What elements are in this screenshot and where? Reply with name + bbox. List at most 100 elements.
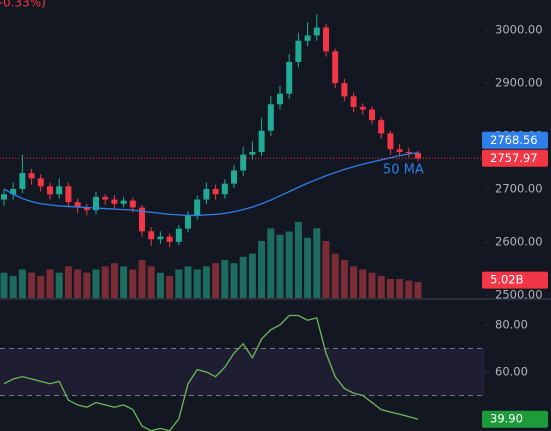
y-tick-label: 2900.00 xyxy=(495,76,543,90)
candle-body xyxy=(341,83,348,97)
rsi-value-box xyxy=(482,410,548,428)
candle-body xyxy=(350,96,357,107)
candle-body xyxy=(139,207,145,232)
volume-bar xyxy=(175,269,183,298)
volume-bar xyxy=(0,272,8,298)
volume-bar xyxy=(147,266,155,298)
y-tick-label: 3000.00 xyxy=(495,23,543,37)
volume-bar xyxy=(294,222,302,298)
candle-body xyxy=(369,109,375,121)
volume-bar xyxy=(120,266,128,298)
volume-bar xyxy=(184,266,192,298)
volume-bar xyxy=(386,279,394,298)
rsi-band-fill xyxy=(0,348,485,396)
candle-body xyxy=(56,186,63,195)
volume-bar xyxy=(83,272,91,298)
volume-bar xyxy=(156,272,164,298)
candle-body xyxy=(65,186,72,203)
rsi-line xyxy=(3,314,419,431)
rsi-tick-label: 60.00 xyxy=(495,364,528,378)
volume-bar xyxy=(46,269,54,298)
candle-body xyxy=(249,151,256,155)
candle-body xyxy=(185,215,191,229)
candle-body xyxy=(212,188,219,195)
volume-bar xyxy=(101,266,109,298)
ma-line xyxy=(3,152,419,217)
volume-bar xyxy=(18,269,26,298)
candle-body xyxy=(277,93,283,105)
candle-body xyxy=(102,196,109,200)
volume-bar xyxy=(202,266,210,298)
change-label: (-0.33%) xyxy=(0,0,46,10)
volume-bar xyxy=(276,234,284,298)
candle-body xyxy=(166,236,173,242)
volume-bar xyxy=(221,260,229,298)
candle-body xyxy=(157,236,164,240)
volume-bar xyxy=(396,279,404,298)
candle-body xyxy=(1,194,7,200)
volume-bar xyxy=(285,231,293,298)
y-tick-label: 2600.00 xyxy=(495,234,543,248)
volume-bar xyxy=(212,263,220,298)
volume-bar xyxy=(340,260,348,298)
volume-bar xyxy=(304,237,312,298)
volume-bar xyxy=(377,275,385,298)
candle-body xyxy=(74,202,81,208)
candle-body xyxy=(295,40,302,62)
candle-body xyxy=(405,151,412,153)
candle-body xyxy=(175,228,182,242)
volume-bar xyxy=(405,280,413,298)
candle-body xyxy=(83,207,90,211)
candle-body xyxy=(359,106,366,110)
volume-bar xyxy=(37,275,45,298)
candle-body xyxy=(240,154,247,171)
y-tick-label: 2700.00 xyxy=(495,181,543,195)
candle-body xyxy=(258,130,265,152)
candle-body xyxy=(148,231,155,240)
candle-body xyxy=(93,196,99,211)
volume-bar xyxy=(230,263,238,298)
rsi-tick-label: 80.00 xyxy=(495,317,528,331)
volume-bar xyxy=(28,272,36,298)
volume-bar xyxy=(267,228,275,298)
volume-bar xyxy=(331,253,339,298)
volume-bar xyxy=(9,275,17,298)
candle-body xyxy=(231,170,237,184)
volume-bar xyxy=(414,282,422,298)
price-value-label: 2757.97 xyxy=(490,151,538,165)
candle-body xyxy=(111,199,118,204)
volume-bar xyxy=(166,275,174,298)
volume-bar xyxy=(239,256,247,298)
volume-bar xyxy=(368,272,376,298)
volume-bar xyxy=(110,263,118,298)
volume-bar xyxy=(55,272,63,298)
candle-body xyxy=(19,173,26,189)
candle-body xyxy=(120,200,127,204)
candle-body xyxy=(37,178,44,187)
plot xyxy=(0,14,485,431)
candle-body xyxy=(221,183,228,195)
ma-label: 50 MA xyxy=(383,163,424,178)
rsi-value-label: 39.90 xyxy=(490,412,523,426)
candle-body xyxy=(387,133,394,150)
candle-body xyxy=(323,27,329,52)
volume-bar xyxy=(64,266,72,298)
ma-value-box xyxy=(482,131,548,149)
candle-body xyxy=(129,200,136,208)
volume-bar xyxy=(193,269,201,298)
volume-bar xyxy=(258,241,266,298)
volume-value-box xyxy=(482,271,548,289)
volume-value-label: 5.02B xyxy=(490,273,524,287)
candle-body xyxy=(378,120,385,134)
volume-bar xyxy=(92,269,100,298)
y-tick-label: 2500.00 xyxy=(495,287,543,301)
volume-bar xyxy=(248,253,256,298)
candle-body xyxy=(286,61,293,94)
candle-body xyxy=(47,186,53,195)
candle-body xyxy=(28,173,35,179)
price-value-box xyxy=(482,149,548,167)
candle-body xyxy=(304,35,311,41)
